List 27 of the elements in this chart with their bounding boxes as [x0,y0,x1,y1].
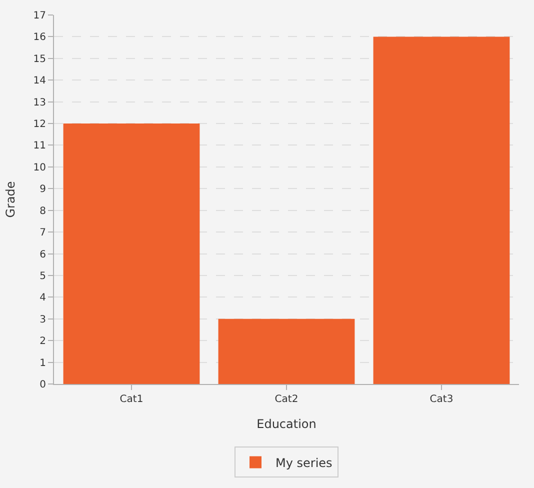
y-tick-label: 7 [40,228,46,239]
y-tick-label: 11 [33,140,46,152]
bar [63,124,200,384]
y-tick-label: 5 [40,270,46,282]
legend-label: My series [276,456,332,470]
y-tick-label: 10 [33,162,46,174]
y-tick-label: 1 [40,358,46,369]
y-tick-label: 6 [40,249,46,260]
x-tick-label: Cat3 [430,394,454,405]
y-tick-label: 2 [40,336,46,348]
x-axis-title: Education [256,416,316,431]
y-axis-title: Grade [4,181,18,218]
y-tick-label: 13 [33,97,46,108]
y-tick-label: 3 [40,314,46,326]
y-tick-label: 12 [33,119,46,130]
bar [373,36,510,384]
x-tick-label: Cat2 [274,394,298,405]
y-tick-label: 0 [40,380,46,390]
bar [218,318,355,384]
x-tick-label: Cat1 [120,394,144,405]
y-tick-label: 17 [33,10,46,22]
y-tick-label: 8 [40,206,46,217]
y-tick-label: 9 [40,184,46,196]
y-tick-label: 4 [40,292,46,304]
y-tick-label: 15 [33,54,46,65]
y-tick-label: 14 [33,76,46,87]
y-tick-label: 16 [33,32,46,44]
